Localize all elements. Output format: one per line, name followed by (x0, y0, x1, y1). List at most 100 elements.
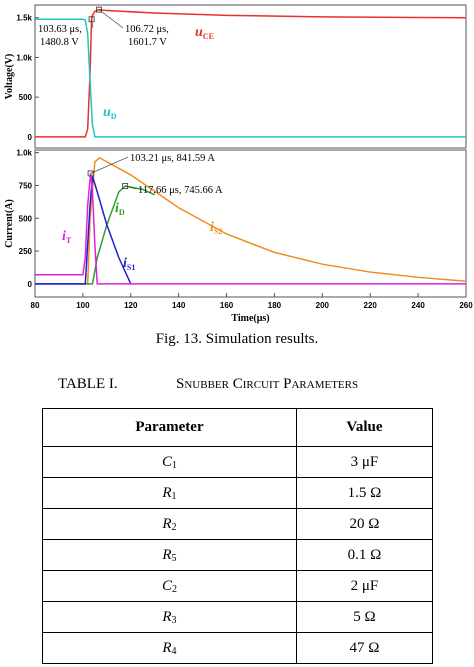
header-cell: Parameter (42, 408, 297, 447)
parameter-symbol: R (162, 608, 172, 625)
series-label-main: u (195, 25, 203, 40)
series-label-main: i (115, 201, 119, 216)
parameter-cell: R1 (42, 477, 297, 509)
parameter-table: Parameter Value C1 3 μF R1 1.5 Ω R2 20 Ω R5 0.1 Ω… (42, 408, 434, 664)
x-tick-label: 160 (220, 301, 234, 310)
x-tick-label: 220 (364, 301, 378, 310)
annotation-text: 106.72 μs, (125, 24, 169, 35)
parameter-subscript: 5 (171, 552, 177, 564)
header-row: Parameter Value (42, 408, 434, 447)
series-label-sub: D (119, 208, 125, 217)
parameter-symbol: C (161, 577, 172, 594)
annotation-leader (125, 185, 137, 190)
y-tick-label: 1.0k (16, 53, 32, 62)
parameter-symbol: R (162, 515, 172, 532)
table-row: R1 1.5 Ω (42, 477, 434, 509)
series-line (35, 156, 467, 285)
series-label: iD (115, 201, 125, 217)
series-line (35, 176, 132, 285)
annotation-leader (98, 9, 124, 29)
y-tick-label: 750 (19, 181, 33, 190)
x-axis-label: Time(μs) (231, 313, 269, 324)
y-axis-label: Voltage(V) (4, 54, 15, 100)
parameter-subscript: 2 (171, 583, 177, 595)
parameter-cell: R5 (42, 539, 297, 571)
figure-caption: Fig. 13. Simulation results. (155, 331, 319, 347)
table-row: R3 5 Ω (42, 601, 434, 633)
parameter-cell: R4 (42, 632, 297, 664)
series-label-sub: S2 (214, 227, 222, 236)
series-label: iS2 (210, 220, 222, 236)
y-tick-label: 250 (19, 247, 33, 256)
value-cell: 3 μF (295, 446, 434, 478)
series-label-main: u (103, 105, 111, 120)
series-label-main: i (62, 229, 66, 244)
annotation-marker (122, 183, 129, 189)
parameter-subscript: 3 (171, 614, 177, 626)
parameter-cell: R2 (42, 508, 297, 540)
series-label-main: i (210, 220, 214, 235)
parameter-symbol: R (162, 639, 172, 656)
annotation-leader (91, 19, 94, 29)
x-tick-label: 240 (411, 301, 425, 310)
y-tick-label: 500 (19, 93, 33, 102)
parameter-cell: C1 (42, 446, 297, 478)
plot-frame (34, 149, 467, 298)
y-tick-label: 1.5k (16, 14, 32, 23)
annotation-marker (88, 16, 95, 23)
series-label-main: i (123, 256, 127, 271)
parameter-cell: C2 (42, 570, 297, 602)
y-tick-label: 0 (28, 133, 33, 142)
series-label: iS1 (123, 256, 135, 272)
parameter-cell: R3 (42, 601, 297, 633)
value-cell: 2 μF (295, 570, 434, 602)
series-label: uCE (195, 25, 214, 41)
table-row: R5 0.1 Ω (42, 539, 434, 571)
table-row: C1 3 μF (42, 446, 434, 478)
series-label-sub: T (66, 236, 72, 245)
y-tick-label: 0 (28, 280, 33, 289)
table-label: TABLE I. (58, 376, 118, 392)
table-name: Snubber Circuit Parameters (176, 376, 359, 392)
series-line (35, 18, 466, 138)
parameter-symbol: R (162, 546, 172, 563)
parameter-subscript: 2 (171, 521, 177, 533)
value-cell: 1.5 Ω (295, 477, 434, 509)
value-cell: 5 Ω (295, 601, 434, 633)
x-tick-label: 180 (268, 301, 282, 310)
annotation-text: 103.63 μs, (38, 24, 82, 35)
x-tick-label: 80 (31, 301, 40, 310)
series-line (35, 185, 156, 285)
annotation-text: 1480.8 V (40, 37, 79, 48)
x-tick-label: 100 (76, 301, 90, 310)
series-line (35, 8, 467, 138)
table-row: R4 47 Ω (42, 632, 434, 664)
table-row: C2 2 μF (42, 570, 434, 602)
plot-frame (34, 4, 467, 149)
value-cell: 20 Ω (295, 508, 434, 540)
series-label-sub: D (111, 112, 117, 121)
annotation-text: 103.21 μs, 841.59 A (130, 153, 215, 164)
parameter-subscript: 4 (171, 645, 177, 657)
x-tick-label: 140 (172, 301, 186, 310)
x-tick-label: 120 (124, 301, 138, 310)
series-label: uD (103, 105, 117, 121)
value-cell: 0.1 Ω (295, 539, 434, 571)
annotation-marker (87, 170, 94, 177)
header-cell: Value (295, 408, 434, 447)
y-tick-label: 500 (19, 214, 33, 223)
y-axis-label: Current(A) (4, 199, 15, 248)
x-tick-label: 260 (459, 301, 473, 310)
parameter-symbol: R (162, 484, 172, 501)
annotation-text: 117.66 μs, 745.66 A (138, 185, 223, 196)
table-row: R2 20 Ω (42, 508, 434, 540)
table-title: TABLE I. Snubber Circuit Parameters (58, 376, 438, 393)
series-label-sub: S1 (127, 263, 135, 272)
series-label-sub: CE (203, 32, 214, 41)
series-line (35, 173, 466, 285)
parameter-subscript: 1 (171, 459, 177, 471)
x-tick-label: 200 (316, 301, 330, 310)
parameter-symbol: C (161, 453, 172, 470)
annotation-text: 1601.7 V (128, 37, 167, 48)
